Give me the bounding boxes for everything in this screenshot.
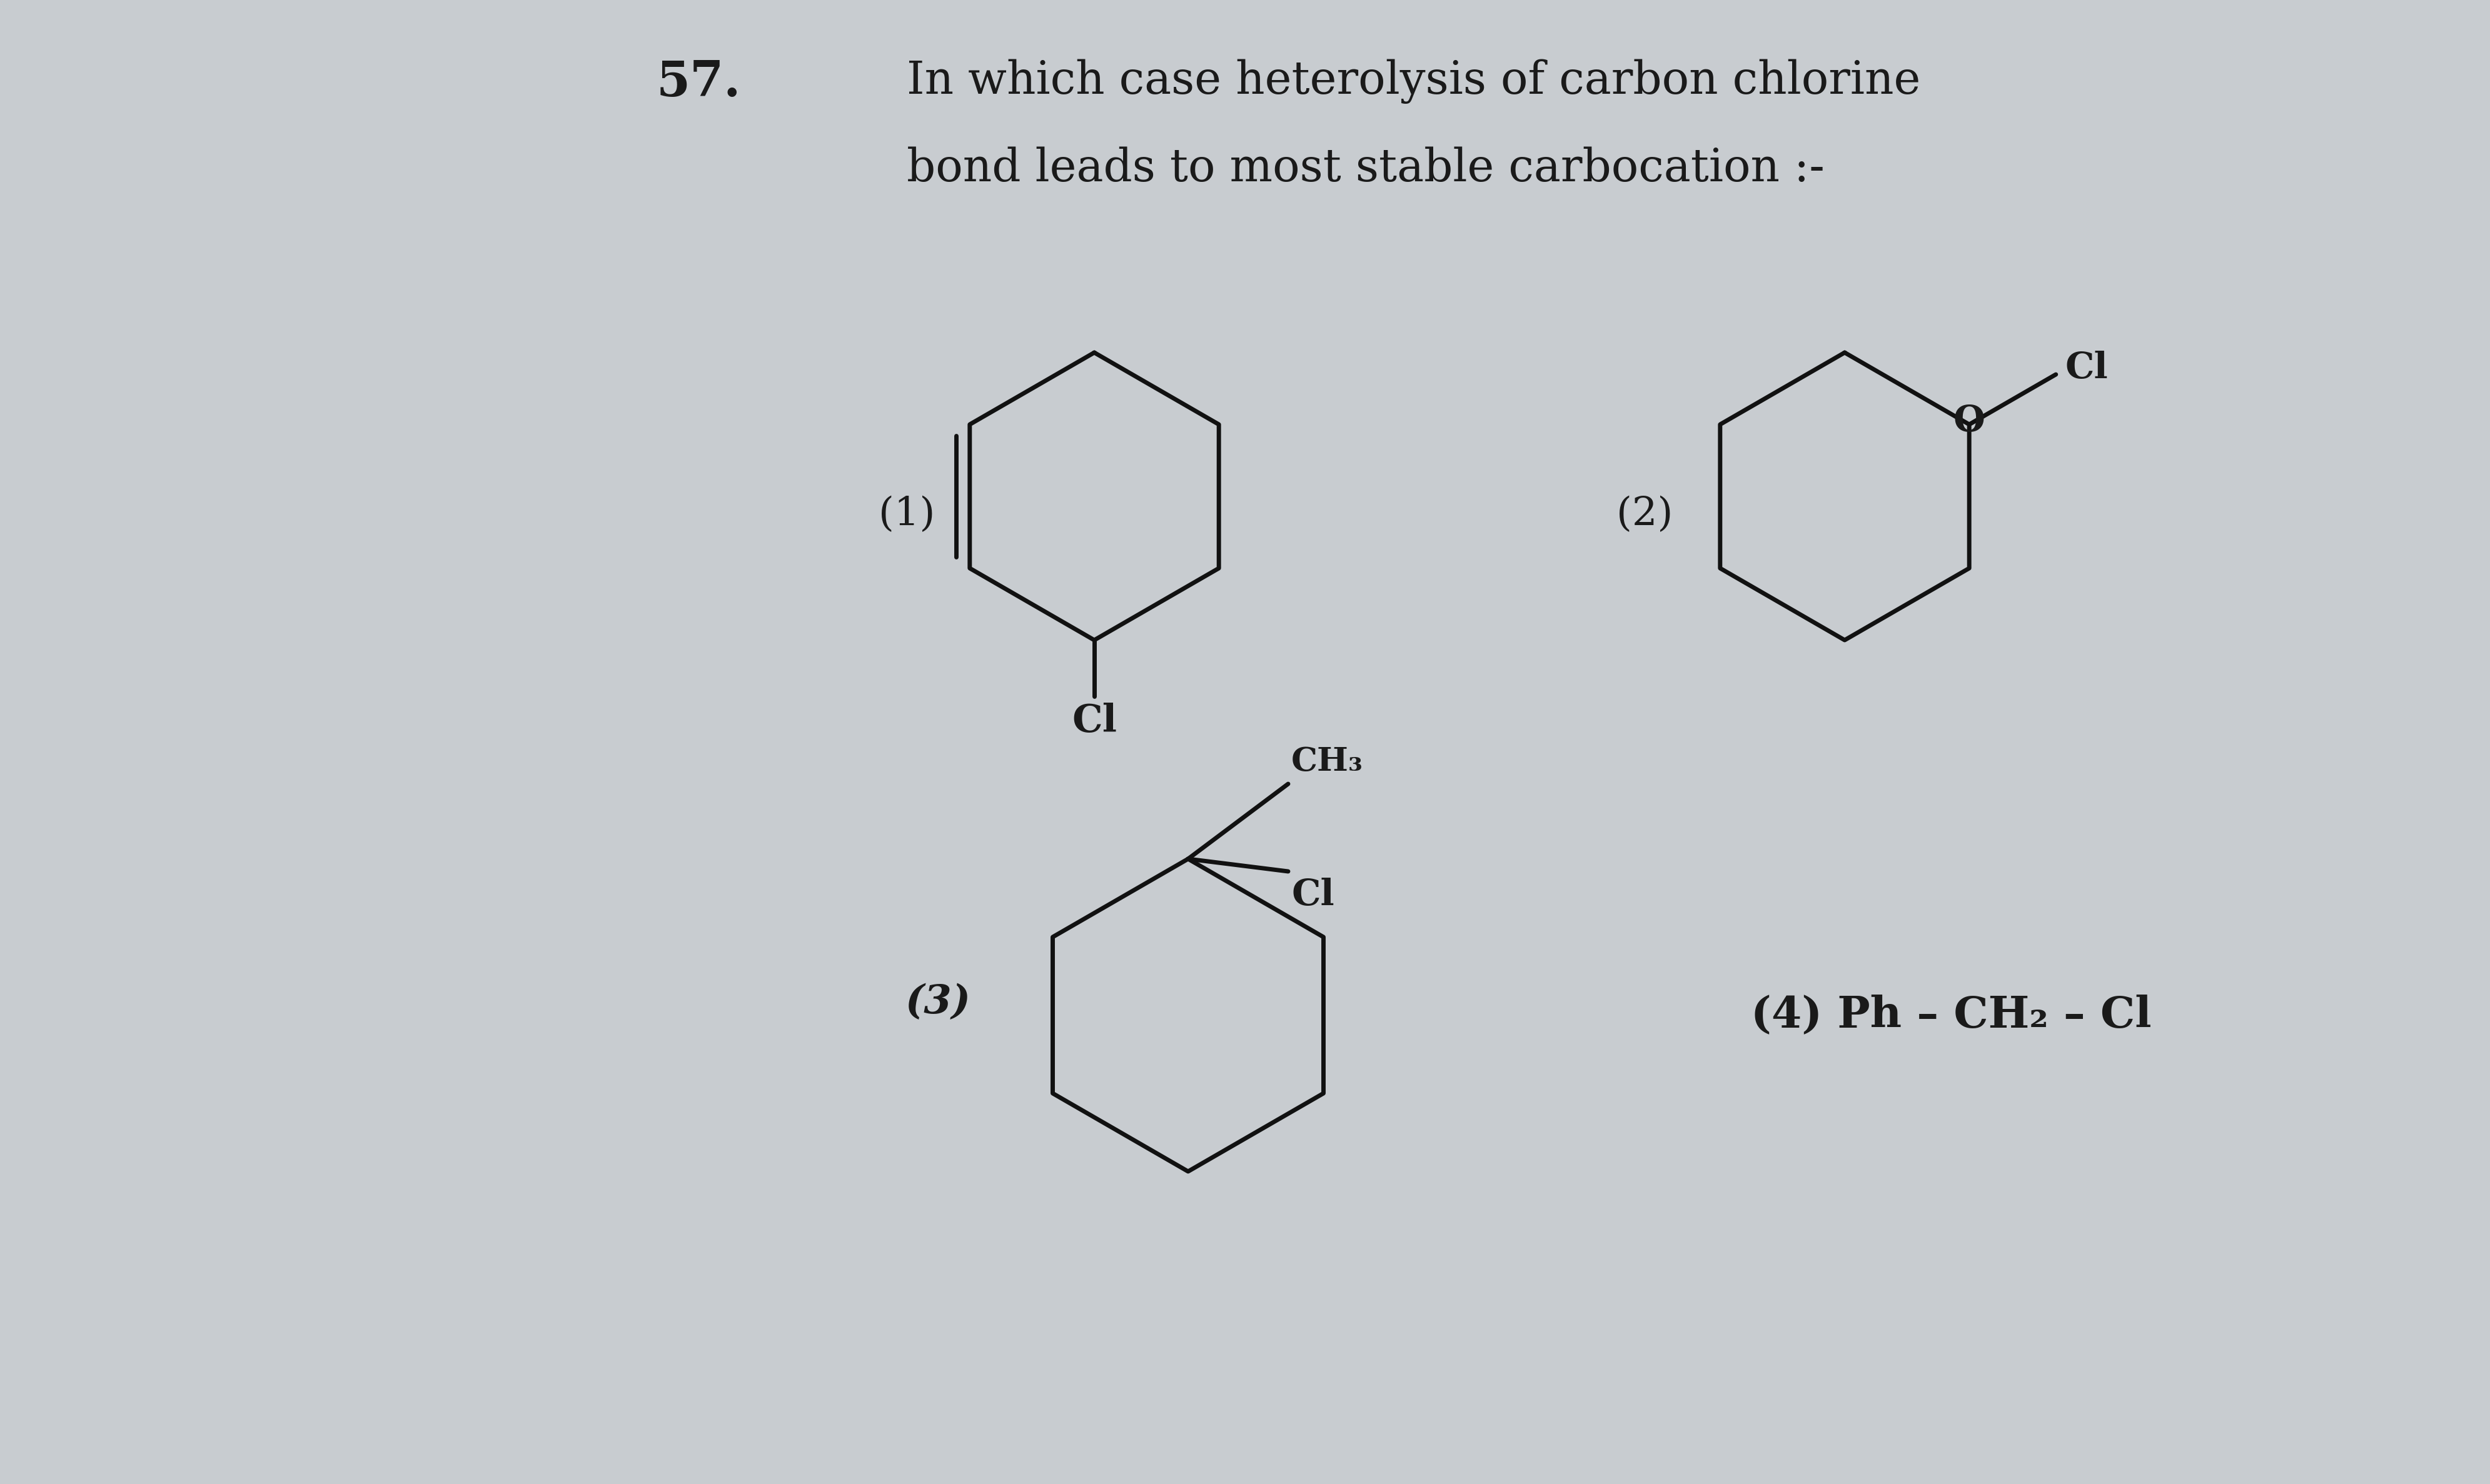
Text: CH₃: CH₃ [1292, 746, 1362, 778]
Text: bond leads to most stable carbocation :-: bond leads to most stable carbocation :- [906, 147, 1825, 190]
Text: Cl: Cl [2064, 350, 2109, 386]
Text: In which case heterolysis of carbon chlorine: In which case heterolysis of carbon chlo… [906, 59, 1920, 104]
Text: 57.: 57. [657, 59, 742, 107]
Text: Cl: Cl [1071, 702, 1118, 741]
Text: (2): (2) [1616, 496, 1673, 534]
Text: (4) Ph – CH₂ – Cl: (4) Ph – CH₂ – Cl [1750, 994, 2151, 1036]
Text: Cl: Cl [1292, 877, 1335, 913]
Text: (3): (3) [906, 984, 971, 1022]
Text: O: O [1952, 404, 1985, 439]
Text: (1): (1) [879, 496, 934, 534]
